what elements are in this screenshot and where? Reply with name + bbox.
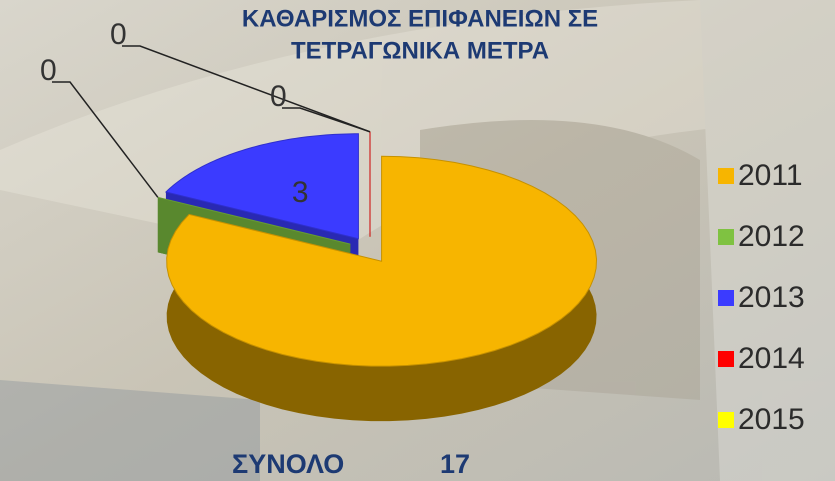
value-label: 0	[270, 80, 287, 113]
value-label: 0	[110, 18, 127, 51]
legend-label: 2013	[738, 281, 805, 314]
legend-label: 2015	[738, 403, 805, 436]
chart: ΚΑΘΑΡΙΣΜΟΣ ΕΠΙΦΑΝΕΙΩΝ ΣΕ ΤΕΤΡΑΓΩΝΙΚΑ ΜΕΤ…	[0, 0, 835, 481]
legend-label: 2014	[738, 342, 805, 375]
chart-title: ΚΑΘΑΡΙΣΜΟΣ ΕΠΙΦΑΝΕΙΩΝ ΣΕ	[242, 5, 598, 32]
total-value: 17	[440, 449, 470, 479]
legend-swatch	[718, 168, 734, 184]
value-label: 0	[40, 54, 57, 87]
total-label: ΣΥΝΟΛΟ	[232, 449, 344, 479]
legend-swatch	[718, 229, 734, 245]
legend-swatch	[718, 290, 734, 306]
legend-swatch	[718, 351, 734, 367]
legend-label: 2012	[738, 220, 805, 253]
value-label: 3	[292, 176, 309, 209]
legend-label: 2011	[738, 159, 803, 192]
chart-title: ΤΕΤΡΑΓΩΝΙΚΑ ΜΕΤΡΑ	[291, 37, 549, 64]
legend-swatch	[718, 412, 734, 428]
